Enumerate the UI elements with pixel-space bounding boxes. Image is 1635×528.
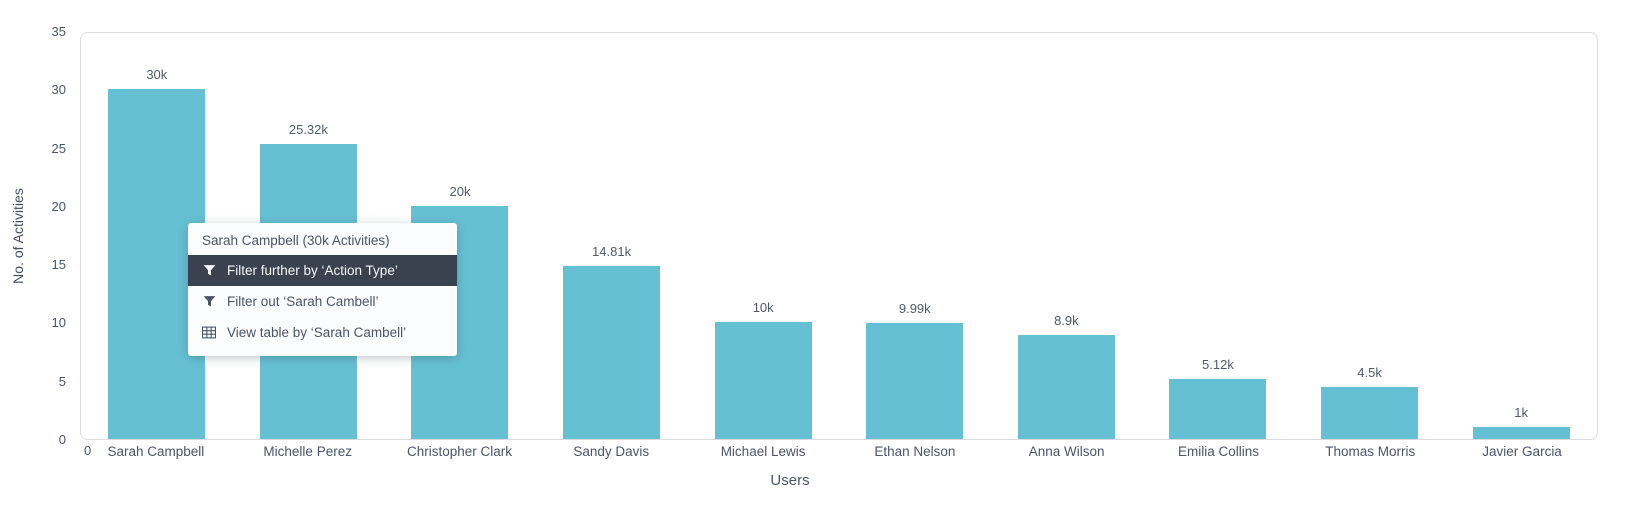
bar-slot: 8.9k — [991, 33, 1143, 439]
bar-slot: 9.99k — [839, 33, 991, 439]
bar-value-label: 1k — [1514, 405, 1528, 421]
bar-javier-garcia[interactable] — [1472, 427, 1570, 439]
menu-item-view-table[interactable]: View table by ‘Sarah Cambell’ — [188, 317, 457, 348]
y-axis-ticks: 0 5 10 15 20 25 30 35 — [0, 24, 72, 447]
menu-item-label: Filter out ‘Sarah Cambell’ — [227, 294, 379, 309]
y-tick-label: 0 — [58, 432, 66, 447]
context-menu: Sarah Campbell (30k Activities) Filter f… — [188, 223, 457, 356]
bar-value-label: 4.5k — [1357, 364, 1382, 380]
bar-value-label: 30k — [146, 67, 168, 83]
context-menu-header: Sarah Campbell (30k Activities) — [202, 233, 390, 248]
bar-slot: 1k — [1445, 33, 1597, 439]
bar-michael-lewis[interactable] — [714, 322, 812, 439]
y-tick-label: 35 — [51, 24, 66, 39]
table-icon — [202, 326, 216, 339]
bar-value-label: 5.12k — [1202, 357, 1234, 373]
y-tick-label: 25 — [51, 140, 66, 156]
x-label-javier-garcia: Javier Garcia — [1482, 444, 1562, 459]
menu-item-filter-out[interactable]: Filter out ‘Sarah Cambell’ — [188, 286, 457, 317]
bar-value-label: 14.81k — [592, 244, 632, 260]
bar-value-label: 8.9k — [1054, 313, 1079, 329]
x-label-ethan-nelson: Ethan Nelson — [874, 444, 956, 459]
menu-item-label: View table by ‘Sarah Cambell’ — [227, 325, 407, 340]
x-axis-title: Users — [770, 472, 810, 489]
y-tick-label: 15 — [51, 257, 66, 273]
x-label-emilia-collins: Emilia Collins — [1177, 444, 1259, 459]
x-label-sarah-campbell: Sarah Campbell — [107, 444, 205, 459]
x-label-anna-wilson: Anna Wilson — [1028, 444, 1105, 459]
y-tick-label: 20 — [51, 198, 66, 214]
filter-icon — [202, 295, 216, 308]
menu-item-label: Filter further by ‘Action Type’ — [227, 263, 398, 278]
filter-icon — [202, 264, 216, 277]
bar-slot: 4.5k — [1294, 33, 1446, 439]
x-label-michael-lewis: Michael Lewis — [720, 444, 806, 459]
bar-slot: 10k — [687, 33, 839, 439]
menu-item-filter-further[interactable]: Filter further by ‘Action Type’ — [188, 255, 457, 286]
bar-value-label: 20k — [449, 183, 471, 199]
bar-emilia-collins[interactable] — [1169, 379, 1267, 439]
x-label-sandy-davis: Sandy Davis — [573, 444, 650, 459]
x-label-thomas-morris: Thomas Morris — [1325, 444, 1416, 459]
x-label-christopher-clark: Christopher Clark — [406, 444, 513, 459]
bar-value-label: 25.32k — [288, 121, 328, 137]
x-axis-labels: Sarah Campbell Michelle Perez Christopher … — [80, 444, 1598, 459]
bar-value-label: 10k — [752, 300, 774, 316]
y-tick-label: 10 — [51, 315, 66, 331]
x-origin-label: 0 — [84, 443, 92, 458]
bar-slot: 14.81k — [536, 33, 688, 439]
y-tick-label: 30 — [51, 82, 66, 98]
bar-sandy-davis[interactable] — [563, 266, 661, 439]
x-label-michelle-perez: Michelle Perez — [263, 444, 352, 459]
bar-thomas-morris[interactable] — [1321, 386, 1419, 439]
bar-value-label: 9.99k — [898, 300, 931, 316]
bar-anna-wilson[interactable] — [1017, 335, 1115, 439]
bar-slot: 5.12k — [1142, 33, 1294, 439]
y-tick-label: 5 — [58, 373, 66, 389]
bar-ethan-nelson[interactable] — [866, 322, 964, 439]
